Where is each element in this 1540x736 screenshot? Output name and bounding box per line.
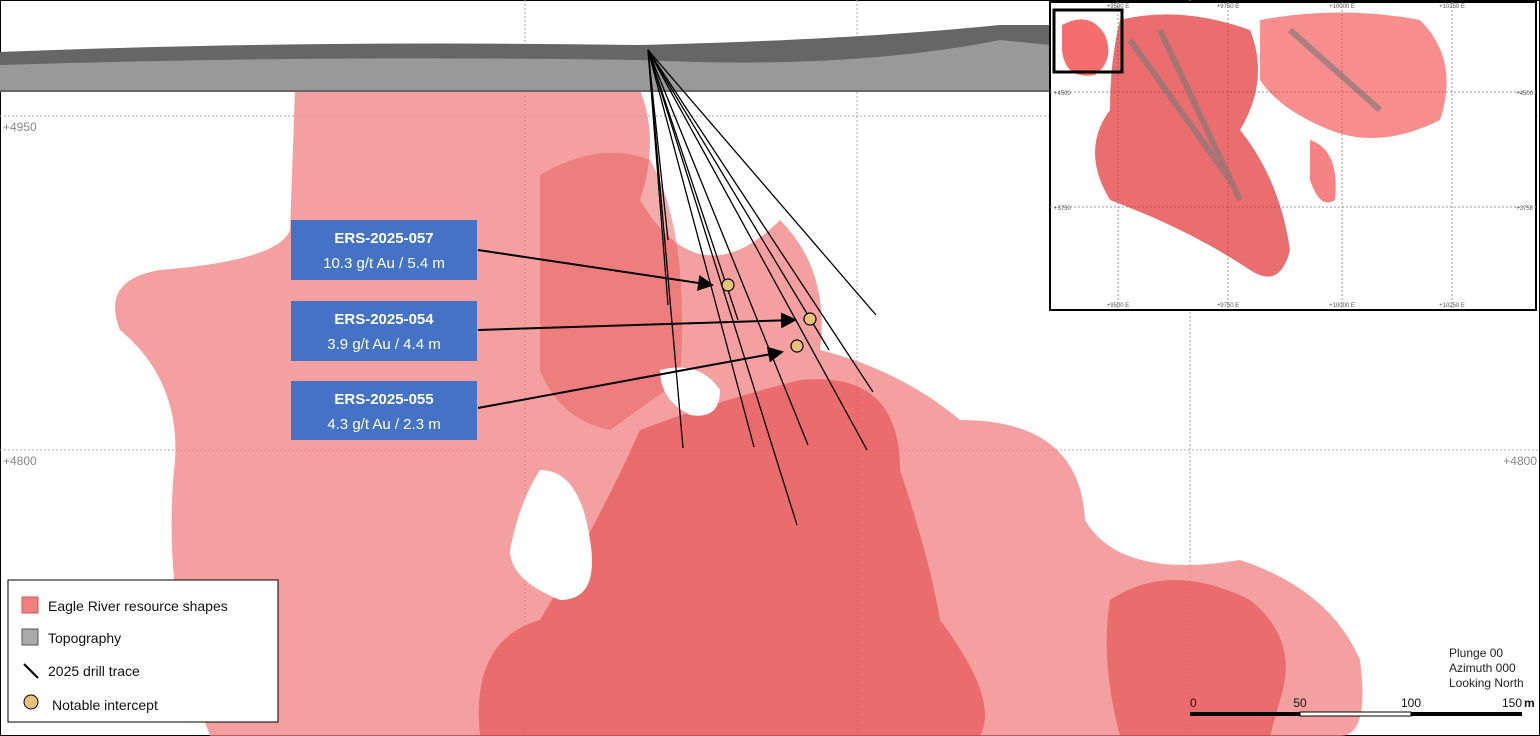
scale-label: 100 bbox=[1401, 696, 1421, 710]
callouts: ERS-2025-057 10.3 g/t Au / 5.4 m ERS-202… bbox=[291, 220, 477, 440]
resource-shape bbox=[540, 152, 682, 430]
intercept bbox=[721, 278, 735, 292]
orientation: Azimuth 000 bbox=[1449, 661, 1516, 675]
intercept bbox=[790, 339, 804, 353]
topography-shape bbox=[0, 40, 1050, 90]
scale-label: 150 bbox=[1502, 696, 1522, 710]
inset-label: +9500 E bbox=[1107, 4, 1130, 10]
inset-map: +9500 E +9750 E +10000 E +10250 E +9500 … bbox=[1049, 1, 1537, 311]
inset-shape bbox=[1062, 19, 1109, 76]
inset-label: +4500 bbox=[1054, 91, 1072, 97]
resource-shape bbox=[478, 379, 985, 736]
drill-trace bbox=[647, 49, 830, 351]
legend-label: 2025 drill trace bbox=[48, 663, 140, 679]
inset-label: +9750 E bbox=[1217, 4, 1240, 10]
legend-swatch bbox=[21, 628, 39, 646]
orientation: Plunge 00 bbox=[1449, 646, 1503, 660]
scale-label: 0 bbox=[1190, 696, 1197, 710]
callout-box bbox=[291, 381, 477, 440]
scale-unit: m bbox=[1524, 696, 1535, 710]
callout-box bbox=[291, 301, 477, 361]
legend-box bbox=[7, 579, 279, 723]
callout-box bbox=[291, 220, 477, 280]
assay: 10.3 g/t Au / 5.4 m bbox=[323, 255, 445, 272]
inset-workings bbox=[1127, 27, 1382, 202]
drill-trace bbox=[647, 49, 739, 321]
inset-label: +10250 E bbox=[1439, 4, 1465, 10]
arrow bbox=[477, 312, 797, 331]
drill-trace bbox=[647, 49, 868, 451]
legend-swatch bbox=[23, 694, 39, 710]
legend-label: Topography bbox=[48, 630, 121, 646]
inset-label: +10250 E bbox=[1439, 303, 1465, 309]
hole-id: ERS-2025-054 bbox=[334, 311, 434, 328]
legend: Eagle River resource shapes Topography 2… bbox=[7, 579, 279, 723]
drill-trace bbox=[647, 49, 874, 393]
drill-trace bbox=[647, 49, 809, 446]
inset-label: +9500 E bbox=[1107, 303, 1130, 309]
drill-trace bbox=[647, 49, 877, 316]
scale-bar: 0 50 100 150 m bbox=[1190, 696, 1535, 717]
inset-label: +10000 E bbox=[1329, 4, 1355, 10]
grid-label: +4950 bbox=[3, 120, 37, 134]
drill-traces bbox=[647, 49, 877, 526]
legend-label: Eagle River resource shapes bbox=[48, 598, 228, 614]
legend-swatch bbox=[21, 596, 39, 614]
arrow bbox=[477, 346, 784, 409]
legend-label: Notable intercept bbox=[52, 697, 158, 713]
orientation: Looking North bbox=[1449, 676, 1524, 690]
grid-label: +4800 bbox=[1503, 454, 1537, 468]
inset-shape bbox=[1095, 14, 1290, 277]
scale-segment bbox=[1299, 711, 1412, 717]
assay: 3.9 g/t Au / 4.4 m bbox=[327, 336, 440, 353]
section-locator bbox=[1052, 8, 1124, 74]
scale-segment bbox=[1411, 712, 1522, 716]
callout-arrows bbox=[477, 249, 797, 409]
void bbox=[510, 470, 592, 600]
inset-shape bbox=[1310, 140, 1336, 203]
inset-label: +3750 bbox=[1516, 206, 1534, 212]
void bbox=[660, 367, 720, 416]
intercepts bbox=[721, 278, 817, 353]
legend-swatch bbox=[23, 663, 39, 679]
hole-id: ERS-2025-055 bbox=[334, 391, 433, 408]
inset-label: +9750 E bbox=[1217, 303, 1240, 309]
scale-label: 50 bbox=[1293, 696, 1307, 710]
scale-segment bbox=[1190, 712, 1300, 716]
arrow bbox=[477, 249, 714, 291]
inset-label: +10000 E bbox=[1329, 303, 1355, 309]
hole-id: ERS-2025-057 bbox=[334, 230, 433, 247]
assay: 4.3 g/t Au / 2.3 m bbox=[327, 416, 440, 433]
drill-trace bbox=[647, 49, 684, 449]
inset-label: +4500 bbox=[1516, 91, 1534, 97]
topography bbox=[0, 25, 1050, 92]
grid-label: +4800 bbox=[3, 454, 37, 468]
inset-label: +3750 bbox=[1054, 206, 1072, 212]
drill-trace bbox=[647, 49, 755, 448]
resource-shape bbox=[1106, 580, 1286, 736]
intercept bbox=[803, 312, 817, 326]
